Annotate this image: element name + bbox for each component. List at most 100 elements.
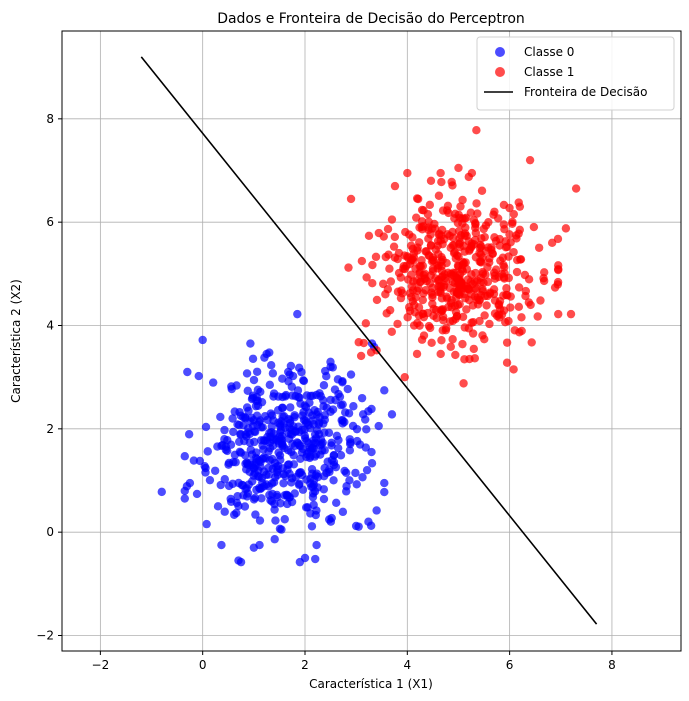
scatter-point — [467, 168, 477, 178]
scatter-point — [372, 295, 382, 305]
scatter-point — [341, 468, 351, 477]
scatter-point — [509, 247, 518, 257]
scatter-point — [480, 335, 489, 344]
scatter-point — [477, 186, 487, 195]
scatter-point — [236, 429, 245, 439]
scatter-point — [524, 275, 534, 284]
scatter-point — [536, 296, 545, 305]
scatter-point — [266, 432, 276, 442]
scatter-point — [243, 386, 252, 395]
scatter-point — [443, 201, 453, 211]
scatter-point — [253, 471, 263, 481]
scatter-point — [508, 219, 517, 228]
scatter-point — [472, 199, 481, 208]
scatter-point — [381, 290, 390, 299]
scatter-point — [250, 437, 259, 447]
scatter-point — [306, 391, 315, 401]
scatter-point — [315, 389, 324, 398]
scatter-point — [387, 215, 397, 224]
y-tick-label: 2 — [46, 422, 54, 436]
scatter-point — [423, 308, 432, 318]
scatter-point — [244, 406, 253, 415]
scatter-point — [305, 398, 314, 407]
x-tick-label: −2 — [92, 658, 110, 672]
x-tick-label: 8 — [608, 658, 616, 672]
scatter-point — [202, 519, 211, 529]
scatter-point — [294, 363, 304, 372]
scatter-point — [252, 367, 262, 376]
scatter-point — [533, 312, 542, 321]
scatter-point — [192, 489, 202, 499]
scatter-point — [326, 517, 336, 526]
scatter-point — [389, 242, 399, 251]
scatter-point — [425, 200, 435, 210]
scatter-point — [269, 392, 278, 401]
scatter-point — [437, 177, 446, 187]
scatter-point — [252, 392, 261, 402]
scatter-point — [471, 220, 480, 229]
scatter-point — [426, 241, 436, 250]
scatter-point — [445, 231, 454, 241]
scatter-point — [561, 224, 571, 233]
scatter-point — [444, 208, 453, 218]
scatter-point — [477, 234, 486, 243]
scatter-point — [230, 450, 240, 460]
scatter-point — [311, 554, 320, 564]
scatter-point — [571, 184, 581, 193]
scatter-point — [241, 451, 250, 460]
scatter-point — [278, 392, 287, 402]
scatter-point — [284, 377, 293, 386]
scatter-point — [454, 252, 463, 261]
scatter-point — [368, 260, 377, 270]
scatter-point — [221, 442, 231, 451]
scatter-point — [234, 437, 244, 446]
scatter-point — [441, 325, 451, 335]
scatter-point — [427, 338, 436, 347]
scatter-point — [326, 362, 335, 372]
scatter-point — [470, 277, 479, 286]
scatter-point — [331, 462, 341, 472]
scatter-point — [194, 371, 203, 381]
scatter-point — [424, 234, 433, 243]
legend-label-classe-1: Classe 1 — [524, 65, 574, 79]
scatter-point — [293, 309, 302, 319]
scatter-point — [275, 420, 285, 429]
scatter-point — [566, 309, 576, 319]
scatter-point — [275, 524, 285, 534]
scatter-point — [362, 465, 372, 475]
scatter-point — [418, 295, 427, 305]
scatter-point — [491, 265, 501, 274]
scatter-point — [288, 474, 297, 483]
legend-label-fronteira: Fronteira de Decisão — [524, 85, 648, 99]
scatter-point — [280, 515, 289, 524]
scatter-point — [501, 317, 510, 327]
scatter-point — [460, 289, 469, 299]
scatter-point — [469, 240, 479, 249]
scatter-point — [319, 381, 329, 390]
scatter-point — [418, 261, 428, 270]
scatter-point — [403, 313, 412, 322]
scatter-point — [436, 168, 445, 178]
scatter-point — [344, 409, 354, 418]
scatter-point — [476, 258, 486, 267]
scatter-point — [356, 351, 366, 361]
scatter-point — [233, 420, 242, 429]
scatter-point — [428, 283, 437, 292]
scatter-point — [482, 301, 491, 310]
scatter-point — [349, 402, 358, 411]
scatter-point — [405, 306, 415, 316]
scatter-point — [287, 425, 297, 435]
scatter-point — [516, 255, 525, 264]
scatter-point — [428, 264, 438, 273]
scatter-point — [346, 439, 355, 449]
scatter-point — [344, 263, 353, 272]
scatter-point — [461, 213, 471, 223]
scatter-point — [505, 203, 514, 213]
scatter-point — [311, 434, 321, 443]
scatter-point — [521, 291, 530, 301]
scatter-point — [200, 461, 209, 471]
scatter-point — [249, 495, 259, 504]
scatter-point — [348, 421, 358, 431]
scatter-point — [554, 309, 563, 319]
